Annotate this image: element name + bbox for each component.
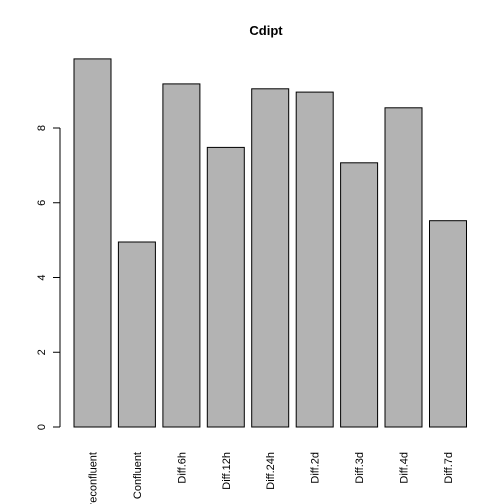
bar-confluent: [117, 241, 156, 428]
bar-preconfluent: [73, 58, 112, 428]
x-tick-label: Diff.3d: [354, 452, 366, 484]
bar-diff-6h: [162, 83, 201, 428]
bar-diff-24h: [251, 88, 290, 428]
x-tick-label: Diff.6h: [176, 452, 188, 484]
y-tick-label: 2: [36, 349, 48, 355]
x-tick-label: Diff.4d: [399, 452, 411, 484]
y-tick-label: 8: [36, 125, 48, 131]
bar-diff-12h: [206, 146, 245, 428]
y-tick-label: 4: [36, 274, 48, 280]
x-tick-label: Diff.12h: [221, 452, 233, 490]
y-tick-label: 0: [36, 424, 48, 430]
x-tick-label: Diff.2d: [310, 452, 322, 484]
y-tick-label: 6: [36, 200, 48, 206]
bar-diff-3d: [340, 162, 379, 428]
x-tick-label: Confluent: [132, 452, 144, 499]
y-axis: 0 2 4 6 8: [36, 125, 61, 430]
bar-diff-7d: [429, 220, 467, 428]
x-tick-label: Diff.24h: [265, 452, 277, 490]
bars-group: [73, 58, 467, 428]
x-tick-label: Preconfluent: [87, 452, 99, 504]
bar-diff-4d: [384, 107, 423, 428]
x-axis-labels: Preconfluent Confluent Diff.6h Diff.12h Diff…: [87, 452, 454, 504]
x-tick-label: Diff.7d: [443, 452, 455, 484]
bar-diff-2d: [295, 91, 334, 428]
chart-title: Cdipt: [249, 23, 283, 38]
